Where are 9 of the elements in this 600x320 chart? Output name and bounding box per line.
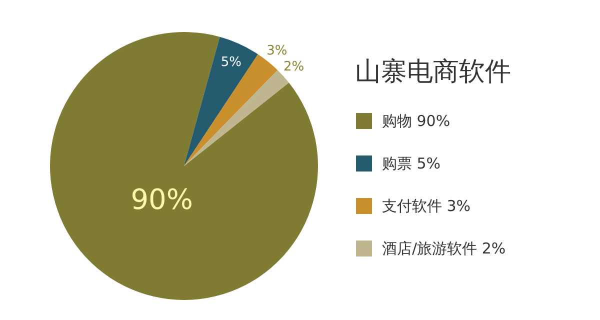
legend-label: 购物 90% <box>382 112 450 130</box>
data-label: 5% <box>220 54 242 70</box>
text: 山寨电商软件 <box>355 57 511 87</box>
legend-label: 酒店/旅游软件 2% <box>382 240 506 258</box>
data-label: 2% <box>284 59 304 74</box>
legend-label: 购票 5% <box>382 154 441 172</box>
data-label: 3% <box>266 43 288 58</box>
data-label: 90% <box>130 183 193 216</box>
legend-label: 支付软件 3% <box>382 197 471 215</box>
